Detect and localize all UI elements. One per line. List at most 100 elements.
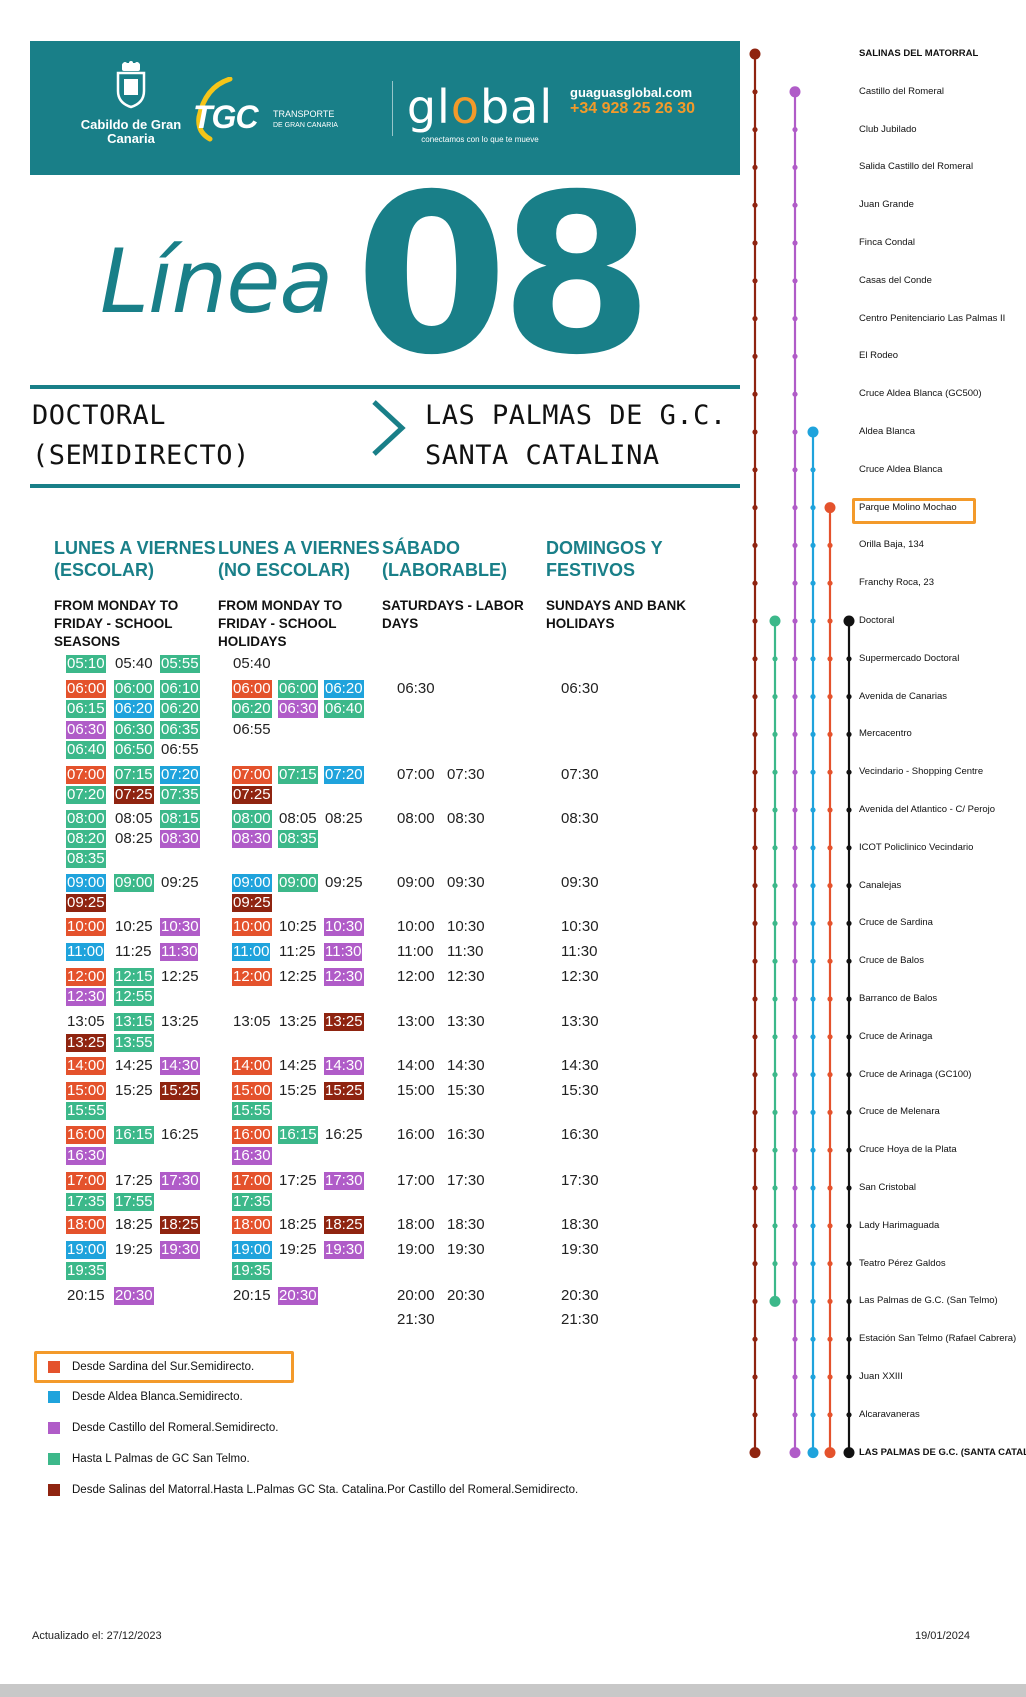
legend-text: Desde Castillo del Romeral.Semidirecto.	[72, 1422, 279, 1434]
departure-time: 08:35	[278, 830, 318, 848]
stop-dot	[752, 1223, 758, 1229]
updated-date: Actualizado el: 27/12/2023	[32, 1630, 162, 1642]
stop-dot	[752, 618, 758, 624]
departure-time: 06:50	[114, 741, 154, 759]
departure-time: 12:30	[66, 988, 106, 1006]
stop-dot	[769, 1295, 781, 1307]
cabildo-logo: Cabildo de Gran Canaria	[66, 61, 196, 146]
stop-dot	[827, 1147, 833, 1153]
stop-dot	[846, 1374, 852, 1380]
stop-dot	[772, 1109, 778, 1115]
departure-time: 09:30	[561, 874, 599, 891]
departure-time: 18:00	[397, 1216, 435, 1233]
stop-dot	[752, 391, 758, 397]
departure-time: 19:30	[324, 1241, 364, 1259]
departure-time: 07:15	[278, 766, 318, 784]
stop-dot	[752, 996, 758, 1002]
departure-time: 07:30	[561, 766, 599, 783]
stop-dot	[810, 996, 816, 1002]
departure-time: 20:00	[397, 1287, 435, 1304]
departure-time: 20:30	[278, 1287, 318, 1305]
stop-dot	[827, 883, 833, 889]
stop-dot	[810, 1412, 816, 1418]
departure-time: 16:30	[66, 1147, 106, 1165]
departure-time: 06:30	[278, 700, 318, 718]
stop-dot	[792, 845, 798, 851]
departure-time: 08:30	[447, 810, 485, 827]
stop-dot	[792, 580, 798, 586]
departure-time: 17:30	[160, 1172, 200, 1190]
departure-time: 17:00	[397, 1172, 435, 1189]
stop-highlight	[852, 498, 976, 524]
departure-time: 14:00	[66, 1057, 106, 1075]
stop-dot	[772, 1223, 778, 1229]
departure-time: 08:15	[160, 810, 200, 828]
departure-time: 16:30	[447, 1126, 485, 1143]
stop-dot	[827, 618, 833, 624]
stop-dot	[810, 1072, 816, 1078]
global-tagline: conectamos con lo que te mueve	[421, 135, 539, 144]
stop-dot	[792, 467, 798, 473]
departure-time: 13:25	[279, 1013, 317, 1030]
stop-name: ICOT Policlinico Vecindario	[859, 841, 974, 853]
stop-name: Cruce Aldea Blanca (GC500)	[859, 388, 982, 400]
departure-time: 09:00	[232, 874, 272, 892]
stop-dot	[752, 467, 758, 473]
departure-time: 12:25	[161, 968, 199, 985]
phone-number[interactable]: +34 928 25 26 30	[570, 100, 696, 117]
departure-time: 08:00	[397, 810, 435, 827]
departure-time: 16:00	[232, 1126, 272, 1144]
stop-dot	[827, 1374, 833, 1380]
departure-time: 18:00	[66, 1216, 106, 1234]
website-link[interactable]: guaguasglobal.com	[570, 85, 693, 100]
departure-time: 20:30	[447, 1287, 485, 1304]
stop-dot	[810, 1147, 816, 1153]
stop-dot	[752, 769, 758, 775]
stop-dot	[752, 164, 758, 170]
stop-dot	[846, 1298, 852, 1304]
stop-name: Casas del Conde	[859, 274, 932, 286]
global-logo: global conectamos con lo que te mueve	[390, 81, 570, 151]
stop-name: LAS PALMAS DE G.C. (SANTA CATALINA)	[859, 1446, 1026, 1458]
stop-dot	[846, 1223, 852, 1229]
departure-time: 14:25	[115, 1057, 153, 1074]
departure-time: 20:30	[561, 1287, 599, 1304]
stop-dot	[752, 694, 758, 700]
stop-dot	[846, 1034, 852, 1040]
departure-time: 11:30	[561, 943, 598, 960]
stop-name: Vecindario - Shopping Centre	[859, 766, 984, 778]
departure-time: 07:30	[447, 766, 485, 783]
stop-name: Juan Grande	[859, 199, 914, 211]
stop-dot	[792, 542, 798, 548]
stop-dot	[772, 845, 778, 851]
stop-dot	[807, 426, 819, 438]
stop-name: El Rodeo	[859, 350, 899, 362]
stop-dot	[792, 353, 798, 359]
departure-time: 07:25	[232, 786, 272, 804]
stop-dot	[810, 1223, 816, 1229]
departure-time: 19:30	[160, 1241, 200, 1259]
stop-dot	[827, 1034, 833, 1040]
stop-dot	[846, 694, 852, 700]
departure-time: 19:00	[232, 1241, 272, 1259]
departure-time: 17:30	[447, 1172, 485, 1189]
departure-time: 14:25	[279, 1057, 317, 1074]
departure-time: 15:25	[324, 1082, 364, 1100]
stop-dot	[792, 1374, 798, 1380]
stop-dot	[843, 1447, 855, 1459]
departure-time: 10:25	[115, 918, 153, 935]
stop-dot	[827, 1072, 833, 1078]
departure-time: 11:00	[397, 943, 434, 960]
departure-time: 19:00	[66, 1241, 106, 1259]
departure-time: 20:30	[114, 1287, 154, 1305]
departure-time: 09:25	[66, 894, 106, 912]
line-number: 08	[355, 147, 653, 403]
stop-dot	[772, 1034, 778, 1040]
stop-dot	[772, 656, 778, 662]
stop-dot	[772, 1072, 778, 1078]
departure-time: 18:30	[447, 1216, 485, 1233]
stop-dot	[810, 467, 816, 473]
legend-swatch	[48, 1422, 60, 1434]
departure-time: 12:55	[114, 988, 154, 1006]
stop-dot	[810, 1261, 816, 1267]
